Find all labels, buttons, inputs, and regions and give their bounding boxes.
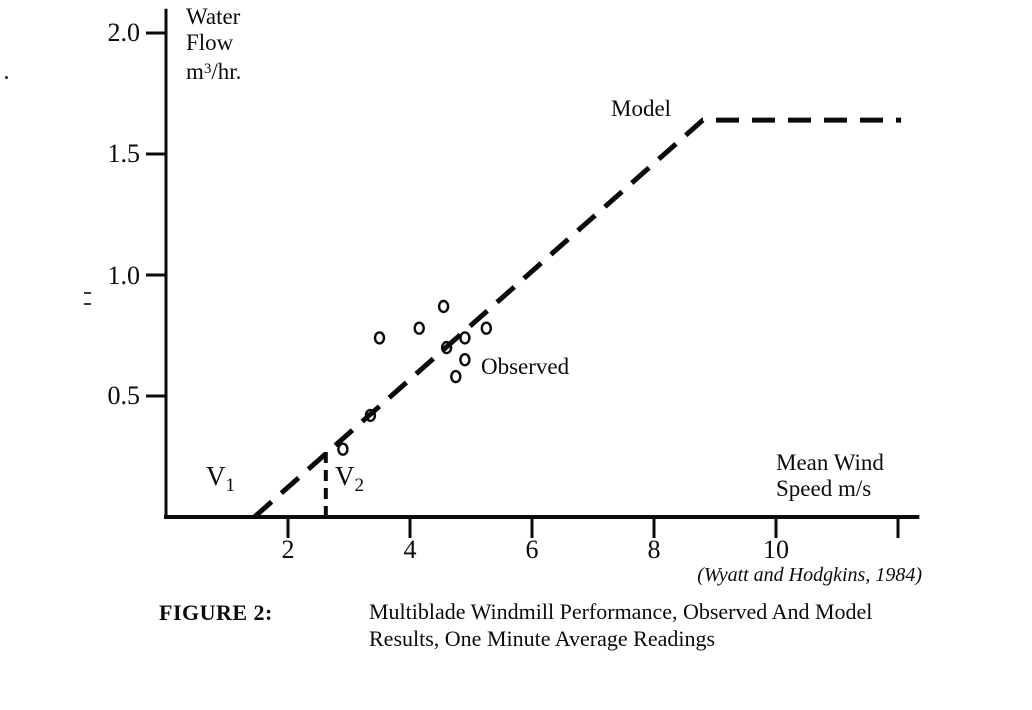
- x-tick-label-8: 8: [647, 535, 661, 564]
- y-axis-title-line1: Water: [186, 4, 241, 29]
- v1-annotation: V1: [206, 461, 236, 496]
- observed-point: [373, 331, 386, 345]
- observed-series-label: Observed: [481, 354, 570, 379]
- y-tick-label-1.5: 1.5: [107, 139, 141, 168]
- x-tick-label-4: 4: [403, 535, 417, 564]
- scan-mark: [84, 292, 91, 305]
- observed-point: [364, 408, 377, 423]
- v2-subscript: 2: [354, 475, 365, 496]
- source-citation: (Wyatt and Hodgkins, 1984): [697, 564, 922, 586]
- x-tick-label-2: 2: [281, 535, 295, 564]
- x-tick-label-6: 6: [525, 535, 539, 564]
- y-axis-title-unit: m3/hr.: [186, 59, 242, 84]
- y-axis-title-line2: Flow: [186, 30, 234, 55]
- observed-point: [413, 321, 425, 335]
- figure-caption-line1: Multiblade Windmill Performance, Observe…: [369, 599, 873, 624]
- figure-caption-line2: Results, One Minute Average Readings: [369, 626, 716, 651]
- v1-subscript: 1: [225, 475, 236, 496]
- observed-point: [337, 442, 349, 456]
- observed-point: [480, 321, 492, 335]
- v2-annotation: V2: [335, 461, 365, 496]
- x-axis-title-line1: Mean Wind: [776, 450, 884, 475]
- x-tick-label-10: 10: [763, 535, 789, 564]
- y-axis-title: Water Flow m3/hr.: [186, 4, 241, 85]
- scan-speck: [5, 76, 8, 79]
- x-axis-title: Mean Wind Speed m/s: [776, 450, 884, 502]
- y-tick-label-1.0: 1.0: [107, 261, 141, 290]
- figure-caption-tag: FIGURE 2:: [159, 600, 273, 625]
- observed-point: [459, 353, 471, 367]
- y-axis-unit-exponent: 3: [203, 61, 212, 77]
- x-axis-title-line2: Speed m/s: [776, 476, 872, 501]
- observed-point: [437, 299, 450, 314]
- observed-point: [459, 331, 471, 345]
- y-tick-label-0.5: 0.5: [107, 381, 141, 410]
- y-tick-label-2.0: 2.0: [107, 18, 141, 47]
- model-series-label: Model: [611, 96, 672, 121]
- observed-point: [450, 369, 462, 384]
- model-line: [252, 117, 902, 519]
- observed-point: [440, 340, 453, 355]
